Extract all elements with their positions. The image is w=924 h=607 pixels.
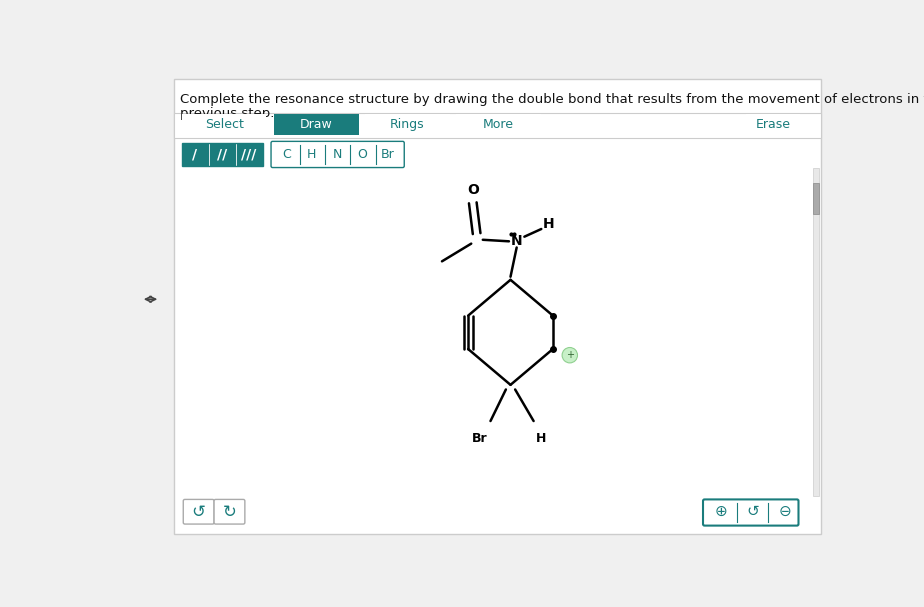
FancyBboxPatch shape — [271, 141, 405, 168]
Text: O: O — [358, 148, 368, 161]
Text: More: More — [482, 118, 514, 131]
Text: Complete the resonance structure by drawing the double bond that results from th: Complete the resonance structure by draw… — [180, 93, 924, 106]
Text: Select: Select — [204, 118, 244, 131]
Text: H: H — [536, 432, 546, 445]
Text: N: N — [333, 148, 342, 161]
Bar — [182, 114, 266, 135]
Text: ⊖: ⊖ — [778, 504, 791, 519]
Text: H: H — [307, 148, 317, 161]
Bar — [209, 143, 236, 166]
FancyBboxPatch shape — [214, 500, 245, 524]
Bar — [182, 143, 209, 166]
Bar — [365, 114, 450, 135]
Text: ///: /// — [241, 148, 256, 161]
Circle shape — [562, 347, 578, 363]
Text: //: // — [216, 148, 227, 161]
Bar — [236, 143, 262, 166]
Text: ↺: ↺ — [191, 503, 206, 521]
Text: ↺: ↺ — [747, 504, 760, 519]
Text: Rings: Rings — [390, 118, 425, 131]
Text: previous step.: previous step. — [180, 107, 274, 120]
Text: /: / — [192, 148, 198, 161]
Text: ⊕: ⊕ — [714, 504, 727, 519]
Text: ↻: ↻ — [223, 503, 237, 521]
FancyBboxPatch shape — [703, 500, 798, 526]
Bar — [813, 183, 820, 214]
Text: C: C — [282, 148, 291, 161]
Text: Draw: Draw — [300, 118, 333, 131]
Text: Br: Br — [472, 432, 488, 445]
FancyBboxPatch shape — [183, 500, 214, 524]
Bar — [182, 143, 262, 166]
Bar — [174, 113, 821, 138]
Bar — [813, 168, 820, 495]
Text: N: N — [511, 234, 522, 248]
Bar — [747, 114, 800, 135]
Bar — [274, 114, 359, 135]
Text: H: H — [543, 217, 554, 231]
Bar — [456, 114, 541, 135]
Text: Erase: Erase — [756, 118, 791, 131]
Text: +: + — [565, 350, 574, 360]
Text: Br: Br — [382, 148, 395, 161]
Text: O: O — [467, 183, 479, 197]
